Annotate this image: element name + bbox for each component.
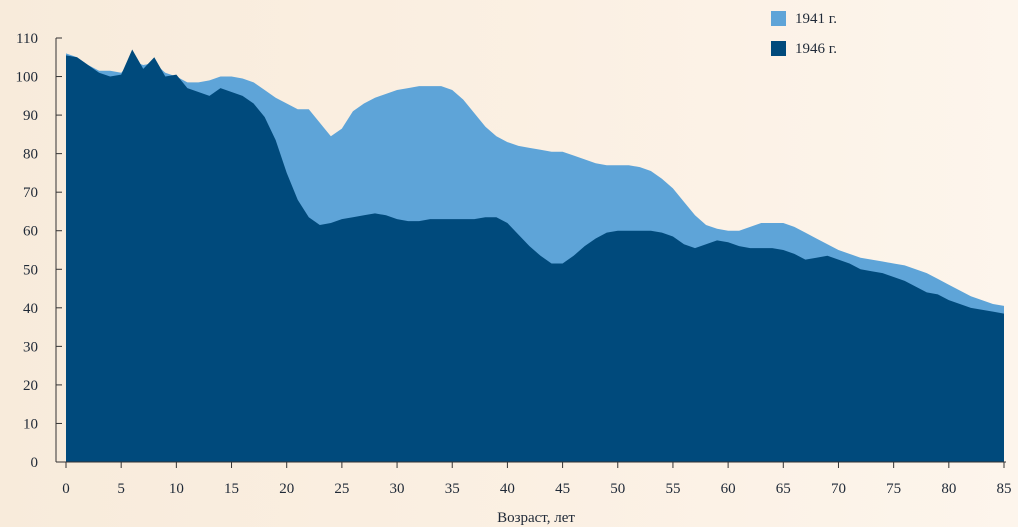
plot-areas bbox=[66, 49, 1004, 463]
legend-label-2: 1946 г. bbox=[795, 41, 837, 57]
x-tick-label: 65 bbox=[776, 481, 791, 497]
legend-swatch-1 bbox=[771, 11, 786, 26]
x-tick-label: 50 bbox=[610, 481, 625, 497]
legend-swatch-2 bbox=[771, 41, 786, 56]
x-tick-label: 55 bbox=[665, 481, 680, 497]
x-tick-label: 75 bbox=[886, 481, 901, 497]
x-tick-label: 0 bbox=[62, 481, 70, 497]
y-tick-label: 20 bbox=[23, 378, 38, 394]
x-tick-label: 10 bbox=[169, 481, 184, 497]
x-tick-label: 70 bbox=[831, 481, 846, 497]
y-tick-label: 0 bbox=[31, 455, 39, 471]
x-tick-label: 80 bbox=[941, 481, 956, 497]
x-tick-label: 25 bbox=[334, 481, 349, 497]
x-tick-label: 20 bbox=[279, 481, 294, 497]
x-tick-label: 85 bbox=[997, 481, 1012, 497]
y-tick-label: 50 bbox=[23, 262, 38, 278]
legend-label-1: 1941 г. bbox=[795, 11, 837, 27]
y-tick-label: 40 bbox=[23, 301, 38, 317]
y-tick-label: 70 bbox=[23, 185, 38, 201]
y-tick-label: 90 bbox=[23, 108, 38, 124]
legend: 1941 г. 1946 г. bbox=[771, 11, 837, 57]
x-tick-label: 15 bbox=[224, 481, 239, 497]
y-tick-label: 80 bbox=[23, 147, 38, 163]
y-tick-label: 30 bbox=[23, 339, 38, 355]
y-tick-label: 60 bbox=[23, 224, 38, 240]
x-tick-label: 60 bbox=[721, 481, 736, 497]
y-tick-label: 100 bbox=[16, 70, 39, 86]
axes: 0 10 20 30 40 50 60 70 80 90 100 110 0 5 10 15 20 25 30 35 4… bbox=[16, 31, 1012, 497]
x-axis-title: Возраст, лет bbox=[497, 510, 575, 526]
y-tick-label: 110 bbox=[16, 31, 38, 47]
x-tick-label: 30 bbox=[390, 481, 405, 497]
x-tick-label: 45 bbox=[555, 481, 570, 497]
area-series-2 bbox=[66, 49, 1004, 463]
x-tick-label: 5 bbox=[117, 481, 125, 497]
x-tick-label: 40 bbox=[500, 481, 515, 497]
y-tick-label: 10 bbox=[23, 416, 38, 432]
x-tick-label: 35 bbox=[445, 481, 460, 497]
